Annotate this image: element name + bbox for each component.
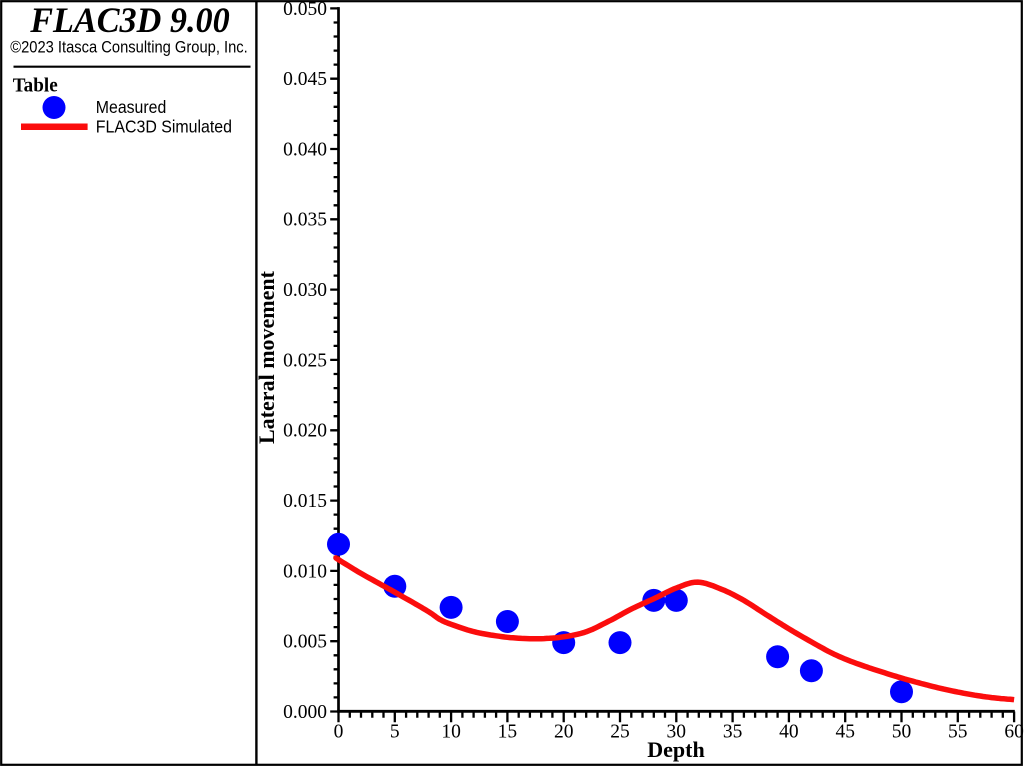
- svg-text:0.035: 0.035: [283, 210, 327, 231]
- svg-text:40: 40: [779, 722, 799, 743]
- svg-text:0: 0: [334, 722, 344, 743]
- svg-text:35: 35: [723, 722, 743, 743]
- svg-text:0.045: 0.045: [283, 69, 327, 90]
- svg-text:20: 20: [554, 722, 574, 743]
- svg-text:10: 10: [441, 722, 461, 743]
- svg-text:15: 15: [498, 722, 518, 743]
- svg-text:0.030: 0.030: [283, 280, 327, 301]
- svg-text:0.005: 0.005: [283, 632, 327, 653]
- svg-text:FLAC3D Simulated: FLAC3D Simulated: [96, 116, 232, 136]
- svg-text:55: 55: [948, 722, 968, 743]
- svg-text:0.050: 0.050: [283, 0, 327, 20]
- svg-text:Depth: Depth: [647, 737, 705, 762]
- svg-text:Lateral movement: Lateral movement: [254, 270, 279, 444]
- svg-text:50: 50: [892, 722, 912, 743]
- svg-text:Table: Table: [13, 76, 58, 97]
- svg-text:0.025: 0.025: [283, 350, 327, 371]
- svg-text:60: 60: [1004, 722, 1024, 743]
- svg-text:30: 30: [667, 722, 687, 743]
- svg-text:0.015: 0.015: [283, 491, 327, 512]
- svg-text:45: 45: [835, 722, 855, 743]
- svg-text:0.010: 0.010: [283, 561, 327, 582]
- svg-text:©2023 Itasca Consulting Group,: ©2023 Itasca Consulting Group, Inc.: [10, 38, 248, 57]
- svg-text:5: 5: [390, 722, 400, 743]
- svg-text:0.020: 0.020: [283, 421, 327, 442]
- svg-text:FLAC3D 9.00: FLAC3D 9.00: [29, 0, 229, 40]
- svg-text:Measured: Measured: [96, 97, 167, 117]
- svg-text:0.000: 0.000: [283, 702, 327, 723]
- svg-text:25: 25: [610, 722, 630, 743]
- svg-text:0.040: 0.040: [283, 139, 327, 160]
